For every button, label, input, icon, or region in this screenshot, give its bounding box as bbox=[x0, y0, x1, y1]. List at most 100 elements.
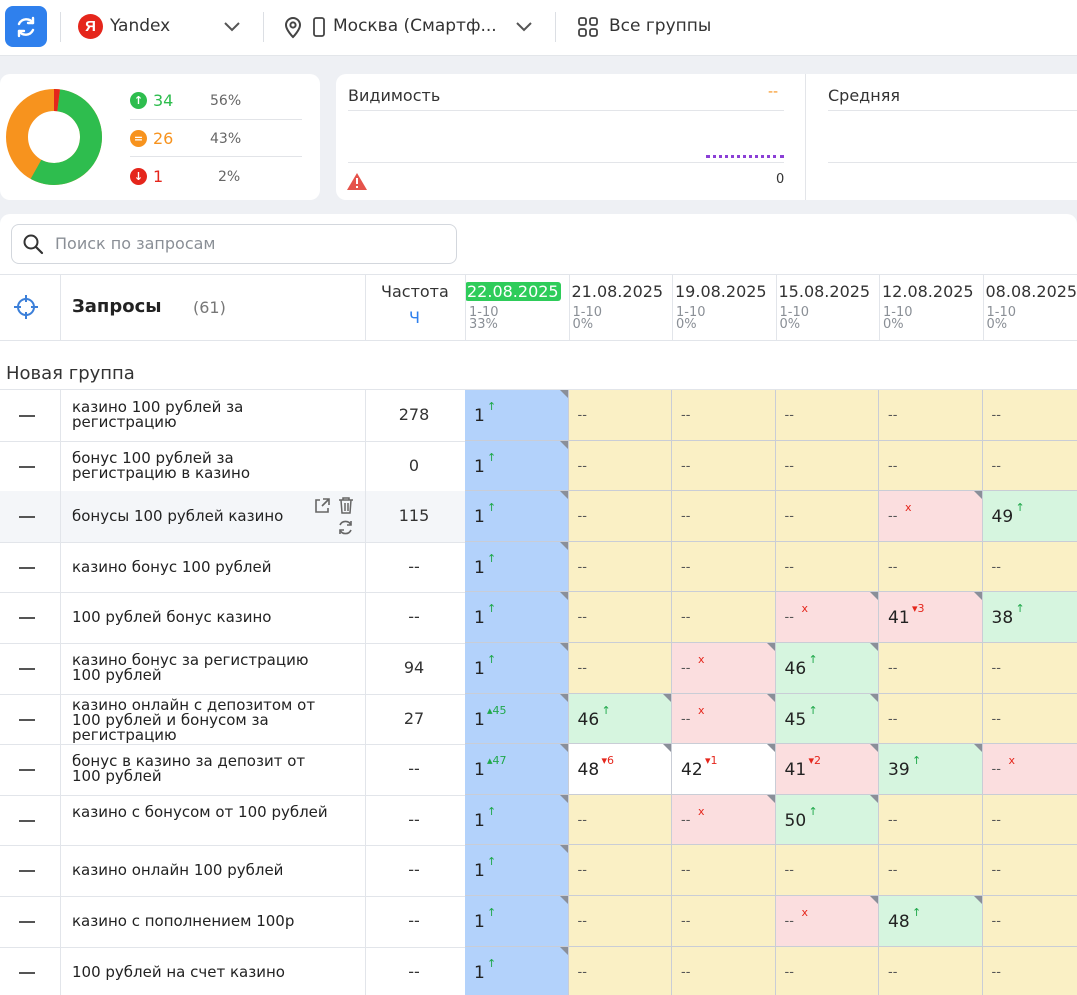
position-cell[interactable]: -- bbox=[672, 440, 776, 492]
position-cell[interactable]: -- bbox=[568, 794, 672, 846]
position-cell[interactable]: -- bbox=[982, 693, 1077, 745]
position-cell[interactable]: -- x bbox=[672, 794, 776, 846]
position-cell[interactable]: 1 ↑ bbox=[465, 643, 569, 694]
date-label[interactable]: 15.08.2025 bbox=[778, 282, 871, 301]
row-collapse-toggle[interactable] bbox=[19, 617, 35, 620]
delete-trash-icon[interactable] bbox=[337, 496, 355, 515]
row-collapse-toggle[interactable] bbox=[19, 718, 35, 721]
row-collapse-toggle[interactable] bbox=[19, 465, 35, 468]
queries-header[interactable]: Запросы bbox=[72, 296, 162, 317]
row-collapse-toggle[interactable] bbox=[19, 870, 35, 873]
position-cell[interactable]: 1 ↑ bbox=[465, 794, 569, 846]
position-cell[interactable]: -- bbox=[775, 845, 879, 896]
position-cell[interactable]: 1 ↑ bbox=[465, 845, 569, 896]
position-cell[interactable]: 1 ↑ bbox=[465, 390, 569, 441]
position-cell[interactable]: -- x bbox=[775, 592, 879, 643]
position-cell[interactable]: 1 ↑ bbox=[465, 541, 569, 593]
position-cell[interactable]: 1 ▴45 bbox=[465, 693, 569, 745]
position-cell[interactable]: -- bbox=[879, 946, 983, 995]
position-cell[interactable]: -- bbox=[982, 845, 1077, 896]
position-cell[interactable]: 50 ↑ bbox=[775, 794, 879, 846]
frequency-type-toggle[interactable]: Ч bbox=[409, 308, 420, 327]
position-cell[interactable]: -- bbox=[672, 592, 776, 643]
position-cell[interactable]: 1 ↑ bbox=[465, 440, 569, 492]
position-cell[interactable]: 1 ↑ bbox=[465, 946, 569, 995]
row-collapse-toggle[interactable] bbox=[19, 566, 35, 569]
position-cell[interactable]: 1 ▴47 bbox=[465, 744, 569, 795]
position-cell[interactable]: 38 ↑ bbox=[982, 592, 1077, 643]
query-text[interactable]: казино 100 рублей за регистрацию bbox=[72, 398, 244, 431]
position-cell[interactable]: -- bbox=[982, 541, 1077, 593]
date-column-header[interactable]: 21.08.2025 1-10 0% bbox=[569, 282, 672, 331]
groups-select[interactable]: Все группы bbox=[609, 16, 712, 36]
position-cell[interactable]: -- bbox=[672, 491, 776, 542]
row-collapse-toggle[interactable] bbox=[19, 971, 35, 974]
table-row[interactable] bbox=[0, 491, 465, 542]
position-cell[interactable]: -- bbox=[879, 845, 983, 896]
row-collapse-toggle[interactable] bbox=[19, 415, 35, 417]
position-cell[interactable]: -- bbox=[982, 440, 1077, 492]
position-cell[interactable]: -- bbox=[568, 390, 672, 441]
position-cell[interactable]: -- bbox=[879, 390, 983, 441]
position-cell[interactable]: -- bbox=[568, 946, 672, 995]
position-cell[interactable]: -- bbox=[568, 592, 672, 643]
position-cell[interactable]: -- bbox=[672, 946, 776, 995]
position-cell[interactable]: 1 ↑ bbox=[465, 491, 569, 542]
frequency-header[interactable]: Частота bbox=[381, 282, 449, 301]
position-cell[interactable]: 41 ▾3 bbox=[879, 592, 983, 643]
row-collapse-toggle[interactable] bbox=[19, 769, 35, 772]
position-cell[interactable]: -- bbox=[672, 845, 776, 896]
position-cell[interactable]: -- bbox=[982, 946, 1077, 995]
position-cell[interactable]: 48 ▾6 bbox=[568, 744, 672, 795]
refresh-button[interactable] bbox=[5, 6, 47, 47]
position-cell[interactable]: 46 ↑ bbox=[775, 643, 879, 694]
query-text[interactable]: бонусы 100 рублей казино bbox=[72, 507, 284, 526]
row-collapse-toggle[interactable] bbox=[19, 921, 35, 923]
position-cell[interactable]: 42 ▾1 bbox=[672, 744, 776, 795]
position-cell[interactable]: -- bbox=[879, 643, 983, 694]
position-cell[interactable]: -- x bbox=[672, 643, 776, 694]
date-column-header[interactable]: 08.08.2025 1-10 0% bbox=[983, 282, 1077, 331]
date-label[interactable]: 08.08.2025 bbox=[985, 282, 1077, 301]
date-label[interactable]: 22.08.2025 bbox=[465, 282, 561, 301]
chevron-down-icon[interactable] bbox=[222, 20, 242, 34]
position-cell[interactable]: 49 ↑ bbox=[982, 491, 1077, 542]
row-collapse-toggle[interactable] bbox=[19, 516, 35, 519]
position-cell[interactable]: -- bbox=[775, 491, 879, 542]
open-external-icon[interactable] bbox=[313, 497, 331, 515]
position-cell[interactable]: 1 ↑ bbox=[465, 592, 569, 643]
query-text[interactable]: казино с пополнением 100р bbox=[72, 912, 295, 930]
row-collapse-toggle[interactable] bbox=[19, 819, 35, 822]
position-cell[interactable]: -- x bbox=[879, 491, 983, 542]
query-text[interactable]: 100 рублей на счет казино bbox=[72, 962, 285, 981]
query-text[interactable]: казино онлайн с депозитом от 100 рублей … bbox=[72, 695, 316, 744]
date-label[interactable]: 19.08.2025 bbox=[675, 282, 767, 301]
refresh-row-icon[interactable] bbox=[337, 519, 354, 536]
position-cell[interactable]: -- bbox=[568, 491, 672, 542]
position-cell[interactable]: 1 ↑ bbox=[465, 896, 569, 947]
region-select[interactable]: Москва (Смартф... bbox=[333, 16, 497, 36]
search-input[interactable] bbox=[11, 224, 457, 264]
position-cell[interactable]: 48 ↑ bbox=[879, 896, 983, 947]
position-cell[interactable]: -- bbox=[568, 896, 672, 947]
position-cell[interactable]: -- bbox=[775, 946, 879, 995]
query-text[interactable]: казино бонус 100 рублей bbox=[72, 557, 272, 576]
position-cell[interactable]: 41 ▾2 bbox=[775, 744, 879, 795]
chevron-down-icon[interactable] bbox=[514, 20, 534, 34]
position-cell[interactable]: -- bbox=[568, 541, 672, 593]
date-label[interactable]: 12.08.2025 bbox=[882, 282, 974, 301]
position-cell[interactable]: -- bbox=[775, 541, 879, 593]
position-cell[interactable]: -- bbox=[879, 440, 983, 492]
engine-select[interactable]: Yandex bbox=[110, 16, 171, 36]
position-cell[interactable]: -- bbox=[879, 693, 983, 745]
position-cell[interactable]: -- x bbox=[672, 693, 776, 745]
position-cell[interactable]: 45 ↑ bbox=[775, 693, 879, 745]
position-cell[interactable]: -- bbox=[982, 390, 1077, 441]
position-cell[interactable]: -- bbox=[879, 541, 983, 593]
position-cell[interactable]: 46 ↑ bbox=[568, 693, 672, 745]
position-cell[interactable]: -- bbox=[672, 390, 776, 441]
position-cell[interactable]: -- bbox=[982, 896, 1077, 947]
query-text[interactable]: казино с бонусом от 100 рублей bbox=[72, 802, 328, 821]
query-text[interactable]: 100 рублей бонус казино bbox=[72, 608, 272, 627]
position-cell[interactable]: -- bbox=[672, 896, 776, 947]
